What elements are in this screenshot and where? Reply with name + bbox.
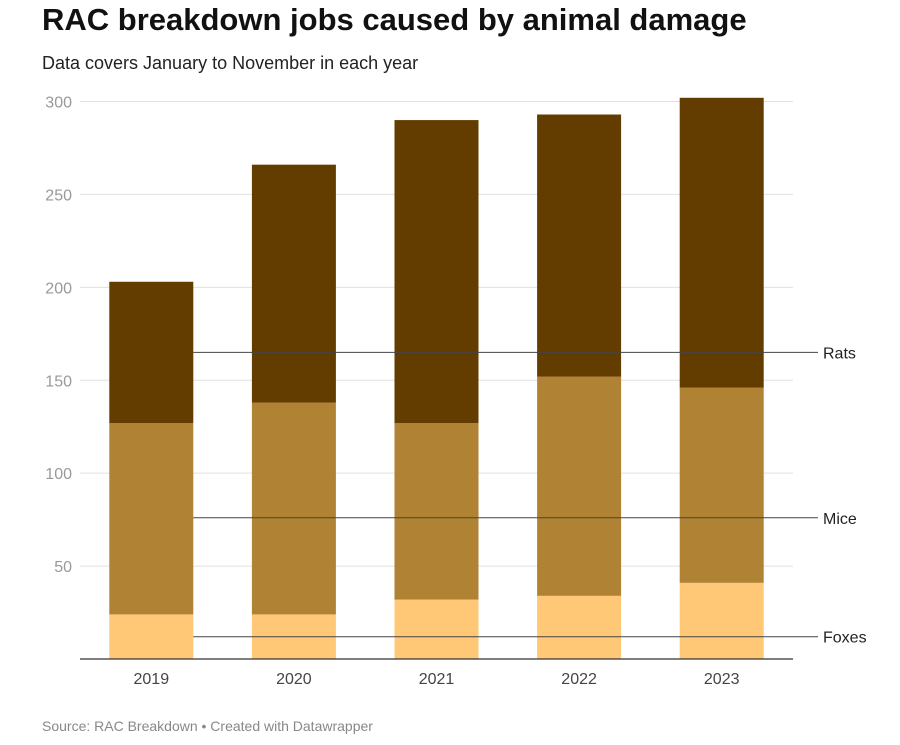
y-tick-label: 250 [45,187,72,204]
x-tick-label: 2019 [134,671,170,688]
bar-mice [394,422,479,600]
bar-rats [109,281,194,423]
y-tick-label: 150 [45,373,72,390]
bar-mice [679,387,764,583]
bar-mice [251,402,336,615]
chart-source: Source: RAC Breakdown • Created with Dat… [42,718,373,734]
y-tick-label: 50 [54,559,72,576]
y-tick-label: 300 [45,95,72,112]
series-label-rats: Rats [823,345,856,362]
series-label-foxes: Foxes [823,630,867,647]
bar-mice [109,422,194,615]
x-tick-label: 2023 [704,671,740,688]
bar-rats [537,114,622,377]
bar-rats [679,97,764,388]
x-tick-label: 2022 [561,671,597,688]
y-tick-label: 100 [45,466,72,483]
bar-rats [251,164,336,403]
chart-subtitle: Data covers January to November in each … [42,53,419,73]
bar-foxes [679,582,764,659]
x-tick-label: 2020 [276,671,312,688]
bar-foxes [109,614,194,659]
bar-mice [537,376,622,596]
bar-foxes [394,599,479,659]
bar-foxes [537,595,622,659]
y-tick-label: 200 [45,280,72,297]
series-label-mice: Mice [823,511,857,528]
x-tick-label: 2021 [419,671,455,688]
bar-rats [394,120,479,423]
chart-title: RAC breakdown jobs caused by animal dama… [42,2,747,37]
